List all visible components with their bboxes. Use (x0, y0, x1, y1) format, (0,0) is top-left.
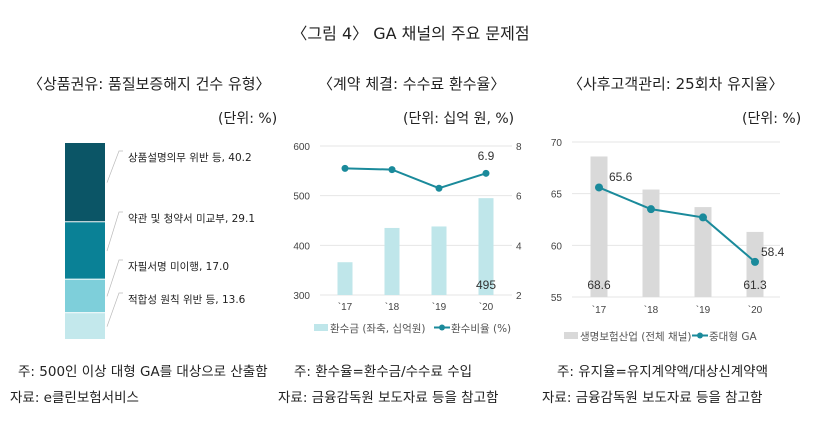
left-note: 주: 500인 이상 대형 GA를 대상으로 산출함 (18, 364, 268, 380)
legend-bar-swatch (564, 332, 578, 339)
line-point (647, 205, 655, 214)
legend-line-marker (697, 332, 703, 339)
mid-source: 자료: 금융감독원 보도자료 등을 참고함 (278, 390, 499, 406)
bar (431, 226, 447, 295)
x-tick: `17 (338, 301, 353, 313)
stack-segment (65, 279, 105, 313)
line-data-label: 6.9 (478, 149, 495, 163)
y-tick: 60 (551, 241, 563, 252)
segment-label: 적합성 원칙 위반 등, 13.6 (128, 293, 246, 306)
panel1-subtitle: 〈상품권유: 품질보증해지 건수 유형〉 (28, 75, 271, 93)
bar (337, 262, 353, 295)
bar (478, 198, 494, 295)
right-note: 주: 유지율=유지계약액/대상신계약액 (557, 364, 768, 380)
segment-label: 자필서명 미이행, 17.0 (128, 261, 229, 273)
segment-label: 약관 및 청약서 미교부, 29.1 (128, 213, 255, 225)
bar-data-label: 61.3 (743, 278, 767, 292)
y-right-tick: 8 (516, 142, 522, 153)
line-point (595, 183, 603, 192)
x-tick: `18 (385, 301, 400, 313)
stack-segment (65, 222, 105, 279)
panel1-unit: (단위: %) (218, 111, 278, 127)
line-point (388, 166, 396, 174)
y-right-tick: 4 (516, 241, 522, 252)
x-tick: `18 (644, 304, 659, 316)
y-tick: 70 (551, 138, 563, 149)
line-point (751, 257, 759, 266)
y-left-tick: 600 (293, 142, 310, 153)
y-right-tick: 2 (516, 291, 522, 302)
bar (642, 189, 660, 297)
left-source: 자료: e클린보험서비스 (10, 390, 139, 406)
panel3-subtitle: 〈사후고객관리: 25회차 유지율〉 (568, 75, 784, 93)
line-point (482, 169, 490, 177)
legend-bar-label: 환수금 (좌축, 십억원) (330, 323, 426, 335)
panel2-unit: (단위: 십억 원, %) (403, 111, 515, 127)
x-tick: `19 (696, 304, 711, 316)
right-source: 자료: 금융감독원 보도자료 등을 참고함 (542, 390, 763, 406)
bar (590, 156, 608, 297)
x-tick: `20 (748, 304, 763, 316)
leader-line (106, 211, 123, 252)
line-point (699, 213, 707, 222)
y-tick: 65 (551, 190, 563, 201)
x-tick: `17 (592, 304, 607, 316)
line-series (344, 167, 487, 190)
legend-line-marker (439, 324, 445, 331)
x-tick: `20 (479, 301, 494, 313)
y-tick: 55 (551, 293, 563, 304)
y-right-tick: 6 (516, 192, 522, 203)
y-left-tick: 500 (293, 192, 310, 203)
bar-data-label: 68.6 (587, 278, 611, 292)
line-data-label: 65.6 (609, 170, 633, 184)
legend-bar-label: 생명보험산업 (전체 채널) (580, 330, 691, 343)
line-data-label: 58.4 (761, 245, 785, 259)
panel3-unit: (단위: %) (742, 111, 802, 127)
bar (694, 207, 712, 297)
leader-line (106, 292, 123, 327)
stack-segment (65, 313, 105, 339)
legend-line-label: 중대형 GA (709, 331, 757, 343)
line-point (435, 184, 443, 192)
y-left-tick: 400 (293, 241, 310, 252)
leader-line (106, 150, 123, 183)
bar-data-label: 495 (476, 278, 496, 292)
line-point (341, 164, 349, 172)
stack-segment (65, 143, 105, 222)
legend-bar-swatch (314, 324, 328, 331)
legend-line-label: 환수비율 (%) (451, 323, 511, 335)
panel2-subtitle: 〈계약 체결: 수수료 환수율〉 (318, 75, 506, 93)
line-series (598, 186, 756, 263)
segment-label: 상품설명의무 위반 등, 40.2 (128, 151, 252, 164)
bar (384, 227, 400, 295)
x-tick: `19 (432, 301, 447, 313)
mid-note: 주: 환수율=환수금/수수료 수입 (294, 364, 473, 380)
y-left-tick: 300 (293, 291, 310, 302)
figure-title: 〈그림 4〉 GA 채널의 주요 문제점 (291, 24, 530, 43)
leader-line (106, 259, 123, 297)
